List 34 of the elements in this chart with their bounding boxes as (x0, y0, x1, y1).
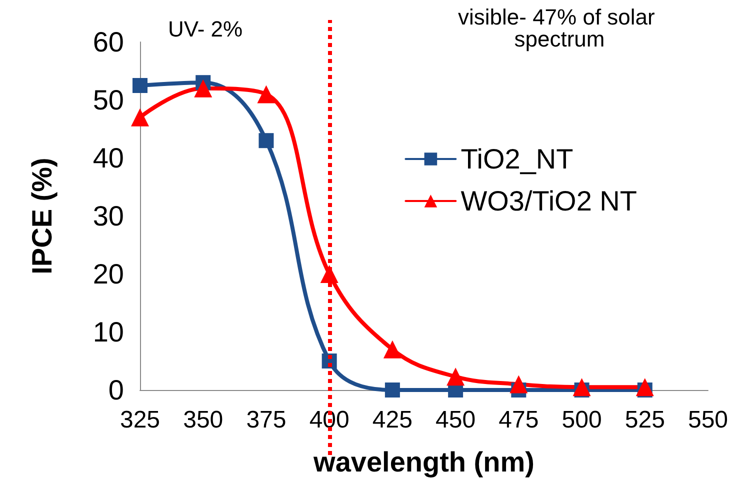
y-tick-label: 50 (92, 84, 124, 116)
point (446, 368, 465, 386)
y-tick-label: 40 (92, 142, 124, 174)
y-tick-label: 20 (92, 258, 124, 290)
x-tick-label: 325 (120, 406, 160, 434)
y-tick-label: 10 (92, 316, 124, 348)
y-tick-label: 60 (92, 26, 124, 58)
legend-label: TiO2_NT (460, 144, 574, 174)
point (131, 108, 149, 126)
x-tick-label: 475 (498, 406, 539, 434)
point (258, 133, 274, 148)
point (257, 85, 276, 104)
point (132, 78, 148, 93)
point (572, 378, 591, 396)
text: UV- 2% (168, 16, 243, 42)
x-tick-label: 450 (436, 406, 476, 434)
point (383, 340, 402, 358)
point (636, 378, 654, 396)
point (384, 382, 400, 398)
x-tick-label: 550 (688, 406, 728, 434)
x-axis-title: wavelength (nm) (312, 446, 534, 478)
x-tick-label: 375 (246, 406, 286, 434)
x-tick-label: 350 (183, 406, 224, 434)
legend-label: WO3/TiO2 NT (460, 186, 638, 216)
x-tick-label: 400 (309, 406, 350, 434)
annotation: visible- 47% of solar spectrum (458, 4, 661, 52)
y-axis-title: IPCE (%) (26, 158, 58, 274)
x-tick-label: 525 (624, 406, 665, 434)
x-tick-label: 425 (372, 406, 412, 434)
y-tick-label: 30 (92, 200, 124, 232)
point (510, 375, 528, 394)
y-tick-label: 0 (108, 374, 124, 406)
point (194, 79, 212, 98)
x-tick-label: 500 (562, 406, 602, 434)
